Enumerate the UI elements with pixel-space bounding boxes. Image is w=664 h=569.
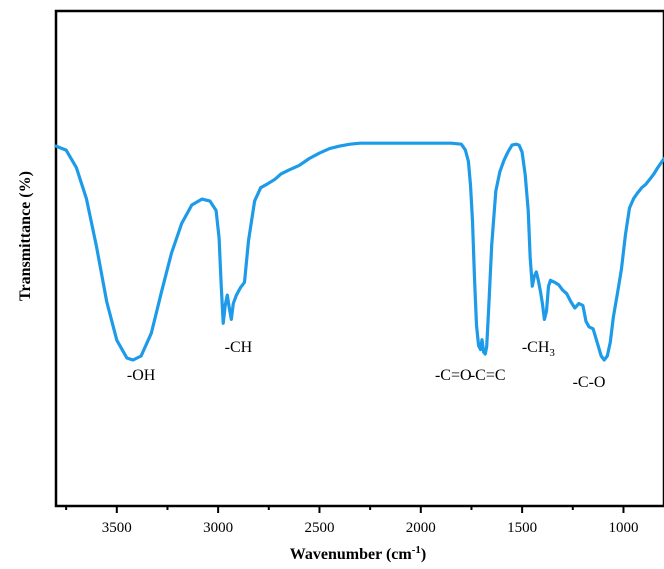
transmittance-series-line: [54, 141, 664, 362]
x-axis-ticks: [65, 506, 625, 513]
peak-annotations: -OH -CH -C=O-C=C -CH3 -C-O: [127, 339, 606, 391]
x-tick-label: 2500: [304, 520, 334, 536]
peak-label: -C=O: [435, 367, 472, 384]
peak-label: -CH3: [522, 339, 556, 359]
peak-label: -C=C: [470, 367, 506, 384]
y-axis-label: Transmittance (%): [17, 171, 34, 301]
x-tick-label: 2000: [406, 520, 436, 536]
x-axis-tick-labels: 3500 3000 2500 2000 1500 1000: [102, 520, 639, 536]
x-tick-label: 3500: [102, 520, 132, 536]
peak-label-subscript: 3: [549, 347, 555, 359]
peak-label: -CH: [225, 339, 253, 356]
peak-label: -OH: [127, 367, 156, 384]
peak-label: -C-O: [573, 374, 606, 391]
x-tick-label: 1000: [608, 520, 638, 536]
x-tick-label: 3000: [203, 520, 233, 536]
plot-frame: [54, 9, 664, 508]
x-tick-label: 1500: [507, 520, 537, 536]
x-axis-label: Wavenumber (cm-1): [290, 544, 426, 563]
x-axis-label-superscript: -1: [412, 544, 421, 556]
